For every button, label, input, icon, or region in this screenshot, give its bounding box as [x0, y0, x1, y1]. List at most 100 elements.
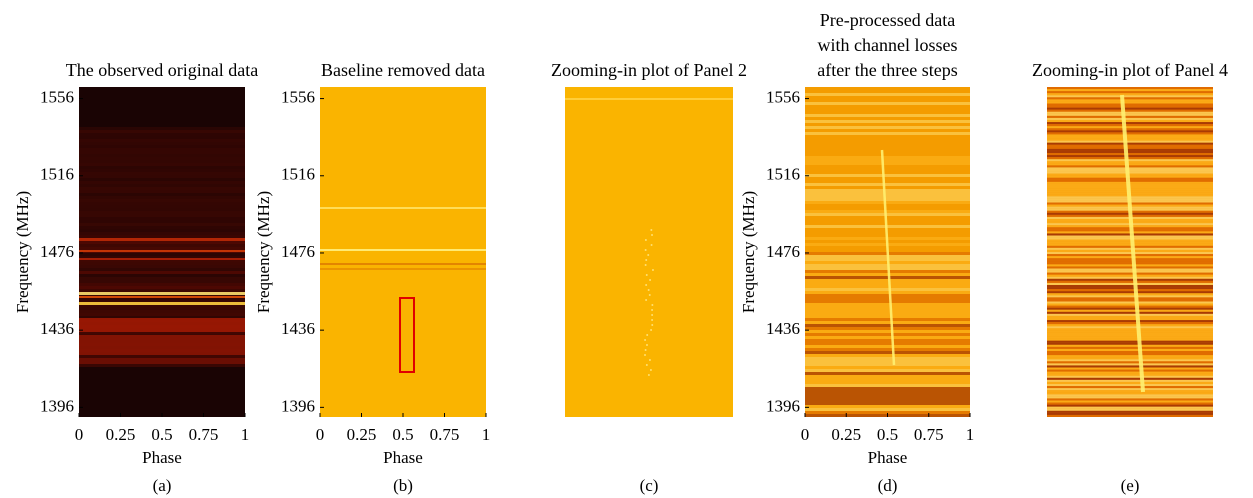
- signal-speck: [644, 264, 647, 266]
- heatmap-band: [805, 396, 970, 399]
- heatmap-band: [1047, 307, 1213, 310]
- heatmap-band: [805, 312, 970, 315]
- heatmap-band: [79, 232, 245, 235]
- heatmap-band: [1047, 291, 1213, 294]
- heatmap-band: [1047, 99, 1213, 102]
- signal-speck: [651, 234, 654, 236]
- heatmap-band: [1047, 388, 1213, 391]
- heatmap-band: [79, 302, 245, 305]
- heatmap-band: [1047, 410, 1213, 413]
- heatmap-band: [1047, 241, 1213, 244]
- heatmap-band: [79, 265, 245, 268]
- heatmap-band: [805, 333, 970, 336]
- signal-speck: [651, 319, 654, 321]
- x-tick-label: 1: [241, 425, 250, 444]
- panel-title: with channel losses: [818, 35, 958, 55]
- heatmap-band: [1047, 115, 1213, 118]
- heatmap-band: [79, 250, 245, 252]
- x-tick-label: 0: [316, 425, 325, 444]
- panel-title: Baseline removed data: [321, 60, 485, 80]
- heatmap-band: [805, 93, 970, 96]
- heatmap-band: [1047, 305, 1213, 308]
- y-tick-label: 1436: [40, 319, 74, 338]
- heatmap-band: [1047, 367, 1213, 370]
- heatmap-band: [1047, 260, 1213, 263]
- heatmap-band: [1047, 109, 1213, 112]
- heatmap-band: [1047, 256, 1213, 259]
- heatmap-band: [79, 139, 245, 142]
- heatmap-band: [1047, 353, 1213, 356]
- heatmap-band: [1047, 377, 1213, 380]
- heatmap-band: [805, 300, 970, 303]
- heatmap-band: [1047, 262, 1213, 265]
- heatmap-band: [1047, 332, 1213, 335]
- signal-speck: [647, 289, 650, 291]
- heatmap-band: [79, 244, 245, 247]
- signal-speck: [651, 269, 654, 271]
- x-tick-label: 0.5: [877, 425, 898, 444]
- heatmap-band: [79, 268, 245, 271]
- heatmap-band: [1047, 91, 1213, 94]
- heatmap-band: [805, 291, 970, 294]
- signal-speck: [645, 364, 648, 366]
- heatmap-band: [1047, 359, 1213, 362]
- x-tick-label: 0.25: [831, 425, 861, 444]
- heatmap-image: [805, 87, 970, 417]
- heatmap-band: [805, 357, 970, 360]
- heatmap-band: [79, 187, 245, 190]
- signal-speck: [647, 374, 650, 376]
- heatmap-band: [805, 360, 970, 363]
- panel-caption: (c): [640, 476, 659, 495]
- heatmap-band: [1047, 124, 1213, 127]
- heatmap-band: [805, 321, 970, 324]
- heatmap-band: [805, 408, 970, 411]
- heatmap-band: [1047, 173, 1213, 176]
- heatmap-band: [805, 366, 970, 369]
- heatmap-band: [1047, 318, 1213, 321]
- heatmap-band: [1047, 142, 1213, 145]
- heatmap-band: [79, 286, 245, 289]
- y-tick-label: 1476: [40, 242, 74, 261]
- heatmap-band: [805, 102, 970, 105]
- heatmap-band: [79, 184, 245, 187]
- heatmap-band: [1047, 351, 1213, 354]
- heatmap-band: [1047, 320, 1213, 323]
- heatmap-band: [79, 151, 245, 154]
- heatmap-band: [79, 220, 245, 223]
- signal-speck: [644, 354, 647, 356]
- heatmap-band: [805, 126, 970, 129]
- heatmap-band: [79, 181, 245, 184]
- heatmap-band: [1047, 315, 1213, 318]
- y-tick-label: 1556: [40, 87, 74, 106]
- heatmap-band: [79, 307, 245, 310]
- signal-speck: [648, 359, 651, 361]
- heatmap-band: [1047, 394, 1213, 397]
- heatmap-band: [805, 132, 970, 135]
- heatmap-band: [1047, 293, 1213, 296]
- y-axis-label: Frequency (MHz): [739, 191, 758, 313]
- heatmap-band: [1047, 254, 1213, 257]
- heatmap-band: [1047, 313, 1213, 316]
- heatmap-band: [320, 263, 486, 265]
- heatmap-band: [79, 190, 245, 193]
- signal-speck: [644, 239, 647, 241]
- heatmap-band: [1047, 285, 1213, 288]
- heatmap-band: [1047, 371, 1213, 374]
- heatmap-band: [1047, 412, 1213, 415]
- heatmap-band: [79, 238, 245, 241]
- heatmap-band: [1047, 384, 1213, 387]
- y-tick-label: 1516: [40, 165, 74, 184]
- heatmap-band: [1047, 134, 1213, 137]
- x-tick-label: 1: [966, 425, 975, 444]
- heatmap-band: [805, 309, 970, 312]
- heatmap-band: [805, 306, 970, 309]
- heatmap-band: [79, 217, 245, 220]
- heatmap-band: [1047, 153, 1213, 156]
- heatmap-band: [1047, 404, 1213, 407]
- signal-speck: [644, 249, 647, 251]
- panel-caption: (e): [1121, 476, 1140, 495]
- heatmap-band: [79, 154, 245, 157]
- heatmap-band: [79, 318, 245, 332]
- heatmap-band: [1047, 340, 1213, 343]
